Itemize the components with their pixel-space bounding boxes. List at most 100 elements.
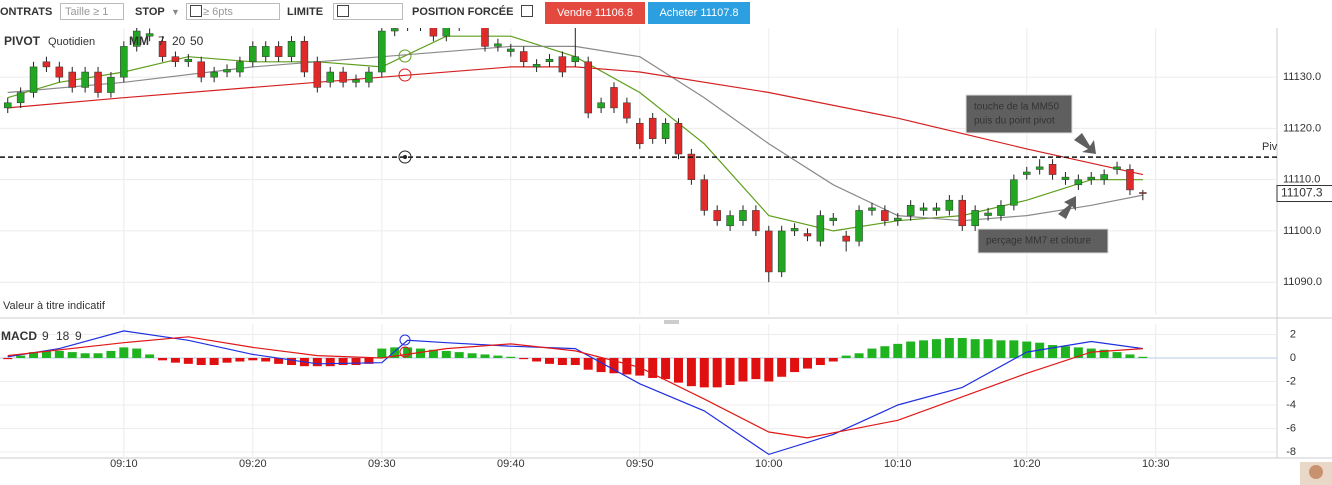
y-tick-label: 2 bbox=[1290, 328, 1296, 340]
candle-body bbox=[378, 30, 386, 73]
candle-body bbox=[829, 217, 838, 221]
size-input[interactable]: Taille ≥ 1 bbox=[60, 3, 124, 20]
candle-body bbox=[816, 215, 825, 242]
candle-body bbox=[958, 199, 967, 227]
histogram-bar bbox=[16, 355, 26, 358]
candle-body bbox=[197, 61, 205, 78]
candle-body bbox=[68, 71, 76, 88]
candle-body bbox=[120, 46, 128, 78]
stop-checkbox[interactable] bbox=[190, 5, 202, 17]
last-price-box bbox=[1276, 185, 1332, 203]
forced-label: POSITION FORCÉE bbox=[412, 6, 514, 18]
candle-body bbox=[481, 28, 489, 47]
candle-body bbox=[597, 102, 605, 109]
histogram-bar bbox=[506, 356, 516, 358]
stop-label[interactable]: STOP bbox=[135, 6, 165, 18]
histogram-bar bbox=[519, 357, 529, 360]
y-tick-label: 11100.0 bbox=[1283, 225, 1321, 237]
candle-body bbox=[868, 207, 876, 211]
histogram-bar bbox=[261, 357, 271, 362]
candle-body bbox=[313, 61, 322, 88]
x-tick-label: 10:00 bbox=[755, 458, 783, 470]
y-tick-label: -8 bbox=[1286, 446, 1296, 458]
histogram-bar bbox=[3, 357, 13, 360]
candle-body bbox=[1023, 171, 1031, 175]
candle-body bbox=[94, 71, 102, 93]
histogram-bar bbox=[893, 343, 903, 358]
histogram-bar bbox=[441, 350, 451, 358]
candle-body bbox=[777, 230, 786, 273]
annotation-text: touche de la MM50 bbox=[974, 102, 1059, 113]
candle-body bbox=[223, 69, 231, 73]
sell-button[interactable]: Vendre 11106.8 bbox=[545, 2, 645, 24]
candle-body bbox=[790, 228, 799, 232]
buy-button[interactable]: Acheter 11107.8 bbox=[648, 2, 750, 24]
histogram-bar bbox=[222, 357, 232, 363]
histogram-bar bbox=[596, 357, 606, 373]
histogram-bar bbox=[841, 355, 851, 358]
histogram-bar bbox=[609, 357, 619, 374]
footnote: Valeur à titre indicatif bbox=[3, 300, 106, 312]
candle-body bbox=[55, 66, 64, 78]
candle-body bbox=[803, 233, 812, 237]
candle-body bbox=[661, 123, 670, 139]
marker bbox=[399, 346, 411, 358]
candle-body bbox=[107, 76, 115, 93]
candle-body bbox=[442, 28, 451, 37]
y-tick-label: 11130.0 bbox=[1283, 71, 1321, 83]
candle-body bbox=[532, 64, 541, 68]
histogram-bar bbox=[583, 357, 593, 370]
candle-body bbox=[648, 117, 657, 139]
limit-label: LIMITE bbox=[287, 6, 324, 18]
histogram-bar bbox=[93, 353, 103, 358]
candle-body bbox=[919, 207, 928, 211]
histogram-bar bbox=[1048, 345, 1058, 358]
chart-title: PIVOT bbox=[4, 34, 41, 48]
histogram-bar bbox=[970, 339, 980, 358]
histogram-bar bbox=[957, 337, 967, 358]
marker bbox=[403, 155, 407, 159]
y-tick-label: -6 bbox=[1286, 422, 1296, 434]
candle-body bbox=[29, 66, 38, 93]
candle-body bbox=[339, 71, 347, 83]
marker bbox=[398, 150, 412, 164]
histogram-bar bbox=[158, 357, 168, 361]
histogram-bar bbox=[557, 357, 567, 366]
histogram-bar bbox=[1125, 354, 1135, 358]
histogram-bar bbox=[170, 357, 180, 363]
forced-checkbox[interactable] bbox=[521, 5, 533, 17]
candle-body bbox=[971, 210, 979, 227]
candle-body bbox=[687, 153, 696, 180]
stop-input[interactable]: ≥ 6pts bbox=[186, 3, 280, 20]
limit-input[interactable] bbox=[333, 3, 403, 20]
histogram-bar bbox=[699, 357, 709, 388]
histogram-bar bbox=[248, 357, 258, 361]
histogram-bar bbox=[777, 357, 787, 377]
x-tick-label: 09:30 bbox=[368, 458, 396, 470]
candle-body bbox=[326, 71, 334, 83]
histogram-bar bbox=[570, 357, 580, 366]
y-tick-label: -2 bbox=[1286, 375, 1296, 387]
histogram-bar bbox=[1022, 341, 1032, 358]
histogram-bar bbox=[132, 348, 142, 358]
candle-body bbox=[171, 56, 180, 63]
candle-body bbox=[752, 210, 760, 232]
x-tick-label: 09:10 bbox=[110, 458, 138, 470]
candle-body bbox=[236, 61, 244, 73]
x-tick-label: 10:20 bbox=[1013, 458, 1041, 470]
histogram-bar bbox=[80, 353, 90, 358]
histogram-bar bbox=[764, 357, 774, 382]
macd-panel bbox=[3, 330, 1148, 456]
histogram-bar bbox=[815, 357, 825, 366]
candle-body bbox=[1010, 179, 1018, 206]
histogram-bar bbox=[1112, 352, 1122, 358]
candle-body bbox=[1126, 169, 1134, 191]
limit-checkbox[interactable] bbox=[337, 5, 349, 17]
histogram-bar bbox=[996, 340, 1006, 358]
candle-body bbox=[881, 210, 889, 221]
histogram-bar bbox=[480, 354, 490, 358]
dropdown-arrow[interactable]: ▼ bbox=[171, 7, 180, 17]
histogram-bar bbox=[312, 357, 322, 367]
candle-body bbox=[1048, 164, 1057, 175]
